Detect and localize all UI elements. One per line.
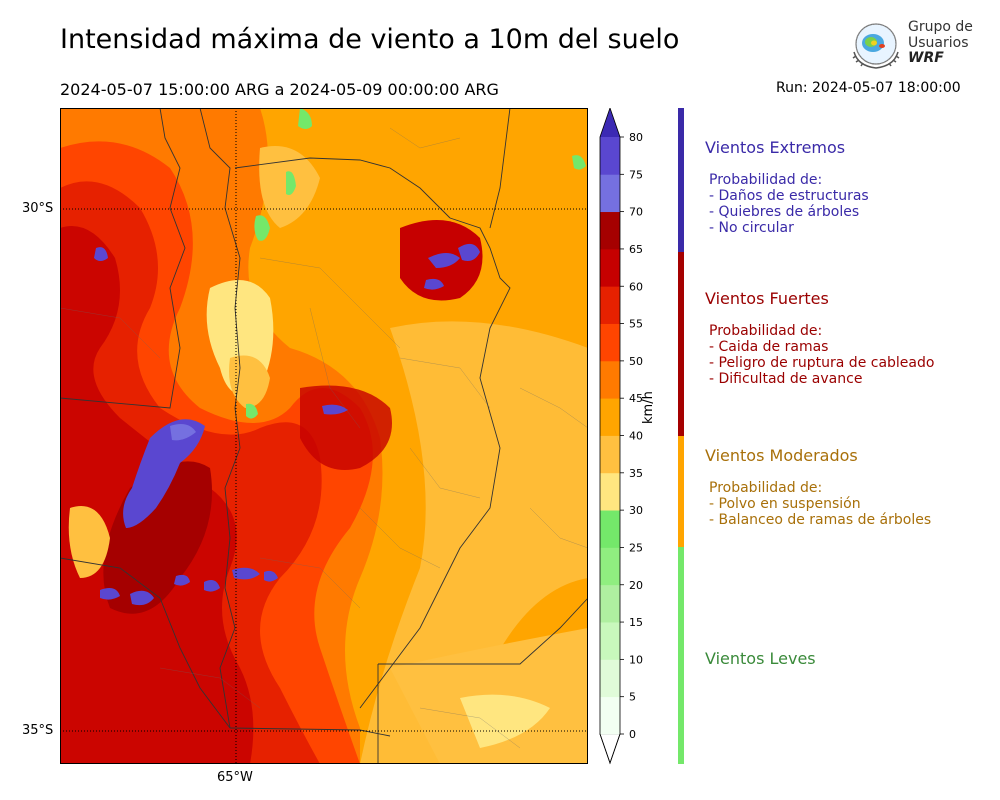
- category-body-line: - Balanceo de ramas de árboles: [709, 512, 932, 528]
- colorbar-tick-label: 55: [629, 318, 643, 331]
- category-bar-fuertes: [678, 252, 684, 436]
- colorbar-segment: [600, 248, 620, 287]
- west-moderate-patch: [68, 506, 110, 578]
- colorbar-segment: [600, 510, 620, 548]
- colorbar-unit-label: km/h: [641, 391, 656, 424]
- category-body-line: Probabilidad de:: [709, 480, 823, 496]
- colorbar-tick-label: 40: [629, 430, 643, 443]
- colorbar-segment: [600, 211, 620, 250]
- department-borders: [60, 127, 588, 749]
- extreme-wind-patch-sw2: [130, 590, 154, 606]
- colorbar-tick-label: 80: [629, 131, 643, 144]
- globe-logo-icon: [852, 23, 900, 69]
- colorbar-over-extension: [600, 108, 620, 137]
- moderate-wind-zone: [360, 321, 588, 764]
- category-title-moderados: Vientos Moderados: [705, 446, 858, 465]
- colorbar-tick-label: 70: [629, 206, 643, 219]
- lon-label-65w: 65°W: [217, 770, 253, 785]
- colorbar-segment: [600, 137, 620, 175]
- colorbar-segment: [600, 323, 620, 362]
- colorbar-tick-label: 15: [629, 616, 643, 629]
- forecast-period: 2024-05-07 15:00:00 ARG a 2024-05-09 00:…: [60, 80, 499, 99]
- category-body-line: - No circular: [709, 220, 794, 236]
- colorbar-segment: [600, 286, 620, 324]
- category-bar-extremos: [678, 108, 684, 252]
- colorbar-segment: [600, 174, 620, 213]
- colorbar-segment: [600, 622, 620, 660]
- category-body-line: - Peligro de ruptura de cableado: [709, 355, 935, 371]
- lat-label-35s: 35°S: [22, 723, 54, 738]
- colorbar-tick-label: 5: [629, 691, 636, 704]
- colorbar-segment: [600, 472, 620, 511]
- extreme-wind-patch-sw6: [264, 570, 278, 582]
- light-wind-patch-3: [246, 403, 258, 419]
- southeast-light-patch: [460, 694, 550, 748]
- category-body-line: - Dificultad de avance: [709, 371, 863, 387]
- colorbar-segment: [600, 360, 620, 399]
- extreme-wind-patch-sw4: [204, 580, 220, 592]
- extreme-wind-patch-nw: [94, 247, 108, 261]
- category-body-line: Probabilidad de:: [709, 323, 823, 339]
- extreme-wind-patch-sw1: [100, 588, 120, 600]
- category-body-moderados: Probabilidad de: - Polvo en suspensión -…: [709, 480, 931, 528]
- extreme-wind-patch-sw3: [174, 574, 190, 586]
- colorbar-tick-label: 30: [629, 504, 643, 517]
- category-title-leves: Vientos Leves: [705, 649, 816, 668]
- extreme-wind-patch-ne2: [458, 243, 480, 261]
- category-title-extremos: Vientos Extremos: [705, 138, 846, 157]
- colorbar-segment: [600, 435, 620, 474]
- colorbar-segment: [600, 696, 620, 735]
- wind-speed-colorbar: 0 5 10 15 20 25 30 35 40 45 50 55 60 65 70 75 80: [599, 108, 643, 765]
- central-moderate-patch: [229, 355, 270, 408]
- light-wind-patch-2: [286, 171, 296, 195]
- extreme-wind-patch-sw5: [232, 567, 260, 580]
- colorbar-tick-label: 25: [629, 541, 643, 554]
- category-bar-leves: [678, 547, 684, 764]
- colorbar-tick-label: 50: [629, 355, 643, 368]
- category-bar-moderados: [678, 436, 684, 547]
- run-timestamp: Run: 2024-05-07 18:00:00: [776, 80, 961, 96]
- category-body-line: - Polvo en suspensión: [709, 496, 861, 512]
- logo-text-wrf: WRF: [908, 50, 944, 66]
- category-body-fuertes: Probabilidad de: - Caida de ramas - Peli…: [709, 323, 934, 387]
- logo-text-line1: Grupo de: [908, 19, 973, 35]
- light-wind-patch-4: [572, 155, 586, 170]
- north-light-wind-patch: [298, 108, 312, 129]
- extreme-wind-patch-ne1: [428, 253, 460, 268]
- category-body-line: - Quiebres de árboles: [709, 204, 860, 220]
- colorbar-segment: [600, 398, 620, 436]
- logo-text-line2: Usuarios: [908, 35, 969, 51]
- extreme-wind-patch-center: [322, 404, 348, 415]
- colorbar-tick-label: 10: [629, 653, 643, 666]
- colorbar-tick-label: 0: [629, 728, 636, 741]
- extreme-wind-edge: [170, 424, 196, 441]
- colorbar-segment: [600, 547, 620, 586]
- category-body-extremos: Probabilidad de: - Daños de estructuras …: [709, 172, 869, 236]
- colorbar-tick-label: 75: [629, 168, 643, 181]
- map-frame: [60, 108, 588, 764]
- wind-intensity-map: [60, 108, 588, 764]
- colorbar-segment: [600, 584, 620, 623]
- province-borders: [60, 108, 588, 764]
- colorbar-tick-label: 45: [629, 392, 643, 405]
- category-title-fuertes: Vientos Fuertes: [705, 289, 829, 308]
- colorbar-tick-label: 35: [629, 467, 643, 480]
- colorbar-segment: [600, 659, 620, 698]
- extreme-wind-patch-ne3: [424, 278, 444, 290]
- colorbar-under-extension: [599, 733, 621, 765]
- grupo-usuarios-wrf-logo: Grupo de Usuarios WRF: [848, 16, 973, 72]
- chart-title: Intensidad máxima de viento a 10m del su…: [60, 24, 680, 55]
- category-body-line: Probabilidad de:: [709, 172, 823, 188]
- colorbar-tick-label: 65: [629, 243, 643, 256]
- light-wind-patch-1: [254, 215, 270, 241]
- category-body-line: - Caida de ramas: [709, 339, 829, 355]
- colorbar-tick-label: 20: [629, 579, 643, 592]
- extreme-wind-patch-west: [123, 419, 205, 528]
- colorbar-tick-label: 60: [629, 280, 643, 293]
- lat-label-30s: 30°S: [22, 201, 54, 216]
- category-body-line: - Daños de estructuras: [709, 188, 869, 204]
